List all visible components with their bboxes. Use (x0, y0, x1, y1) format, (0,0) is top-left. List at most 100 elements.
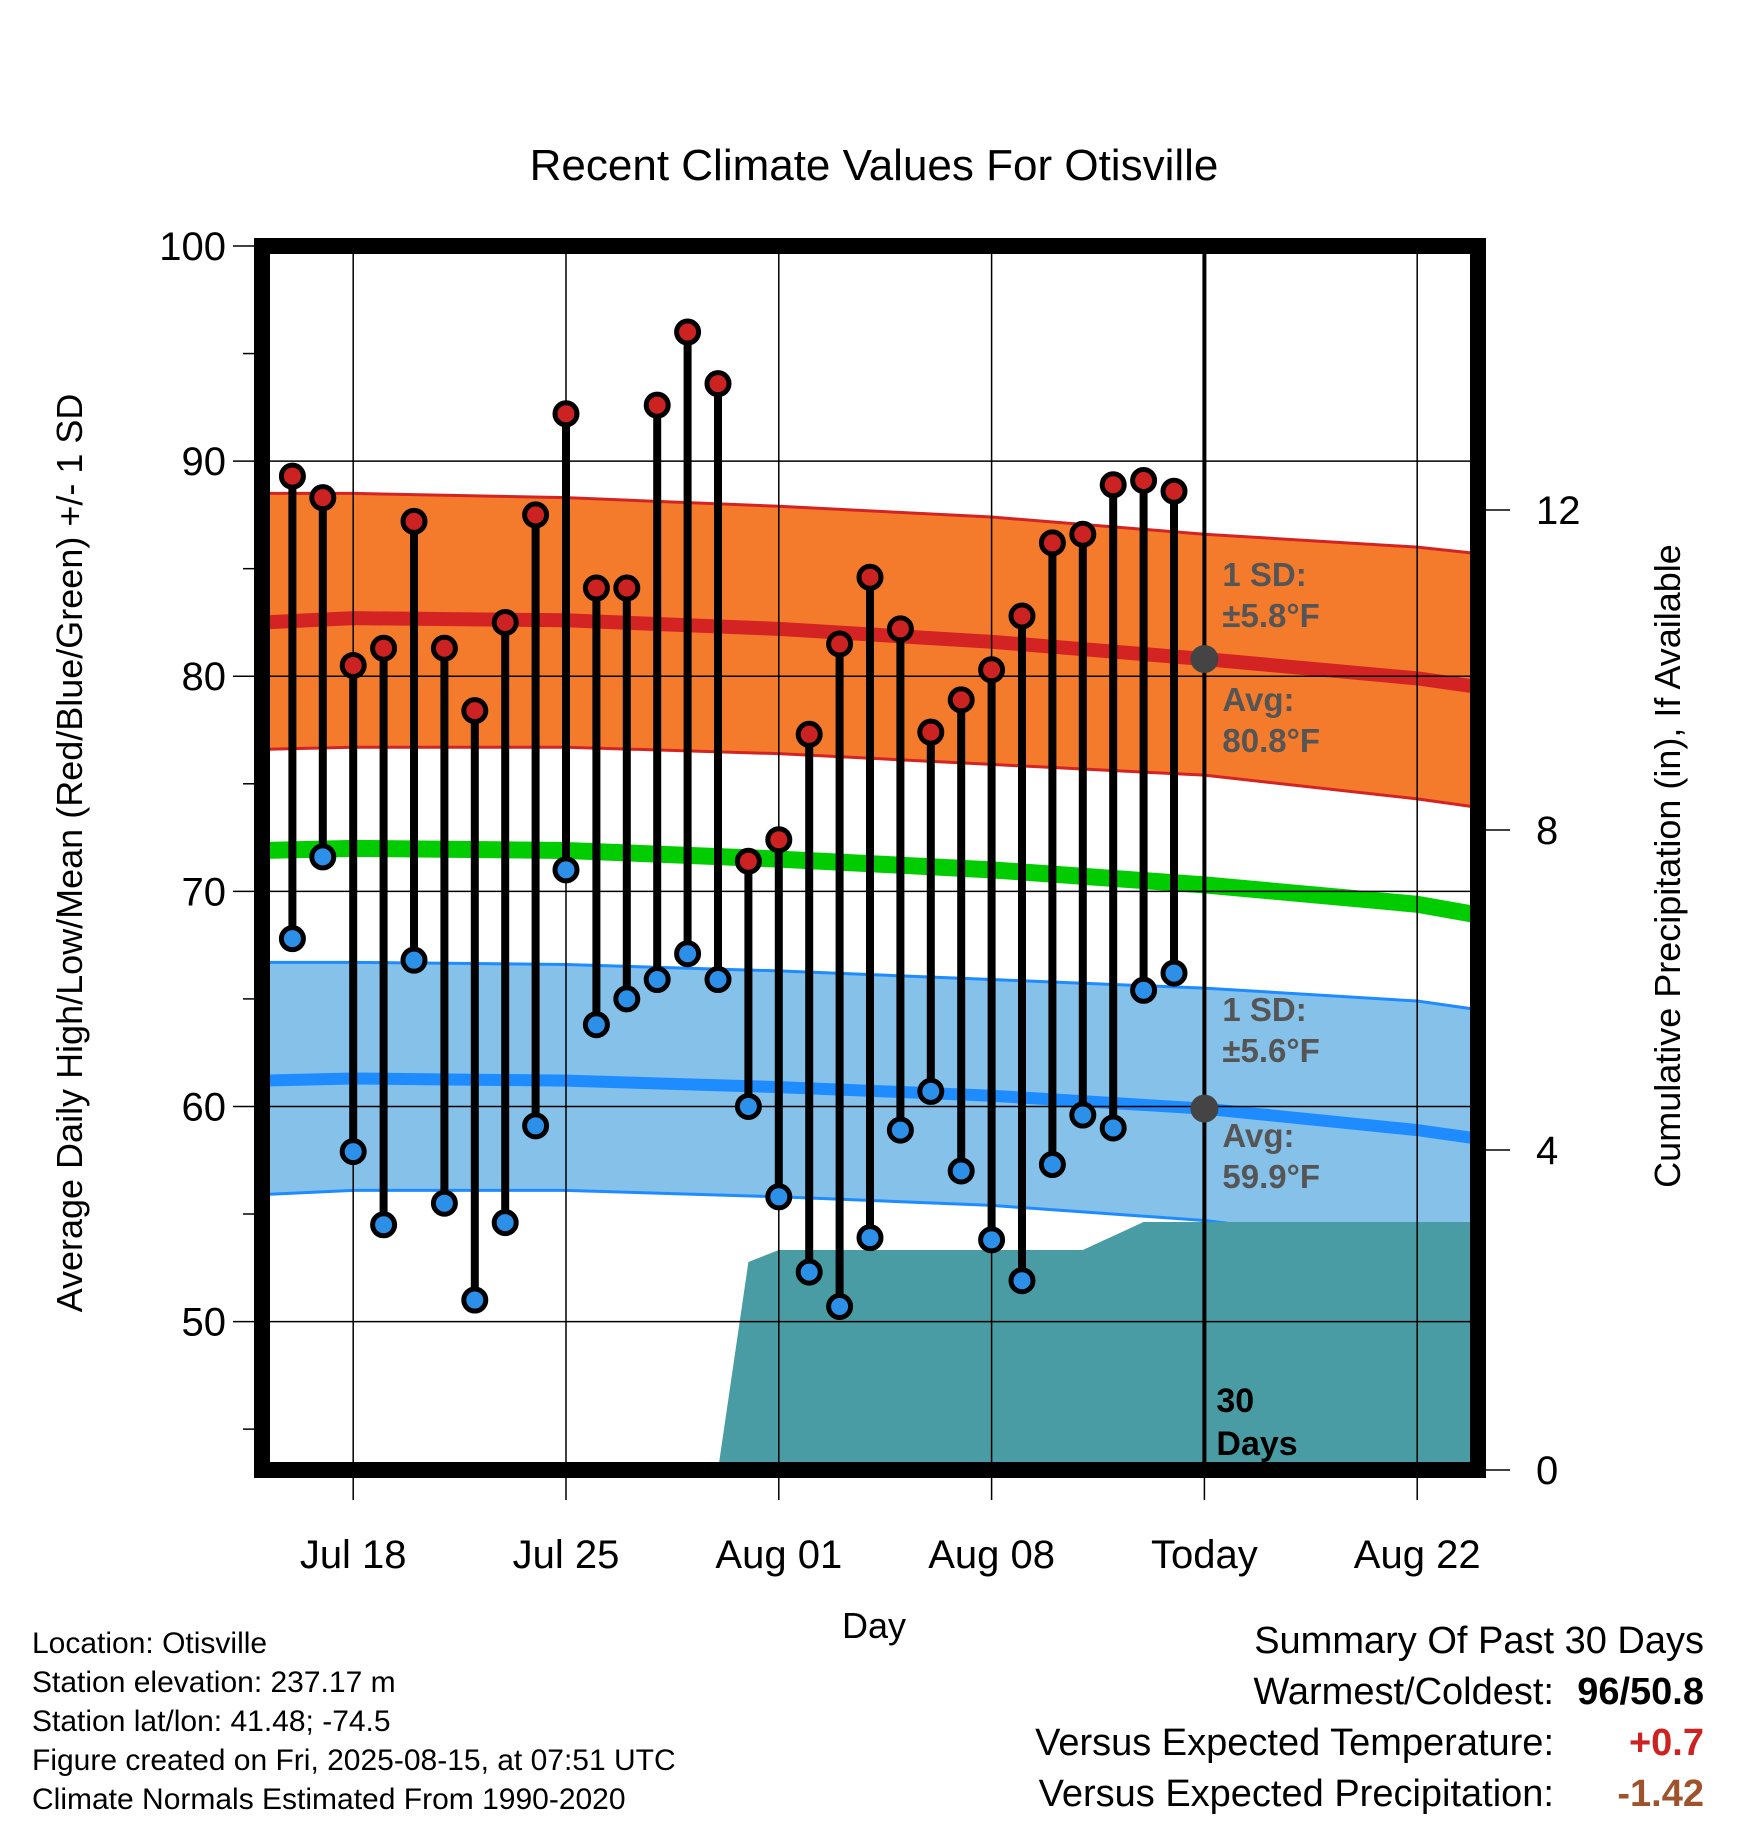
daily-low-point (734, 1092, 762, 1120)
daily-high-point (674, 318, 702, 346)
daily-high-point (1069, 520, 1097, 548)
daily-low-point (886, 1116, 914, 1144)
y-axis-label-right: Cumulative Precipitation (in), If Availa… (1647, 544, 1688, 1188)
normals-text: Climate Normals Estimated From 1990-2020 (32, 1783, 626, 1816)
warmest-label: Warmest/Coldest: (1253, 1671, 1554, 1713)
x-tick-label: Today (1151, 1533, 1258, 1577)
created-text: Figure created on Fri, 2025-08-15, at 07… (32, 1744, 676, 1777)
x-tick-label: Jul 18 (300, 1533, 407, 1577)
daily-low-point (1099, 1114, 1127, 1142)
daily-low-point (947, 1157, 975, 1185)
daily-high-point (582, 574, 610, 602)
precip-value: -1.42 (1617, 1773, 1704, 1815)
daily-high-point (370, 634, 398, 662)
daily-high-point (461, 697, 489, 725)
daily-low-point (765, 1183, 793, 1211)
daily-high-point (522, 501, 550, 529)
x-tick-label: Aug 08 (928, 1533, 1055, 1577)
y-tick-label-right: 0 (1536, 1449, 1558, 1493)
daily-low-point (674, 940, 702, 968)
high-sd-lower-line (262, 745, 1478, 809)
daily-high-point (491, 608, 519, 636)
precip-label: Versus Expected Precipitation: (1038, 1773, 1554, 1815)
x-tick-label: Aug 01 (715, 1533, 842, 1577)
daily-high-point (339, 651, 367, 679)
daily-low-point (1069, 1101, 1097, 1129)
y-tick-label-left: 70 (182, 870, 227, 914)
y-tick-label-left: 100 (159, 225, 226, 269)
daily-low-point (461, 1286, 489, 1314)
daily-low-point (826, 1293, 854, 1321)
high-sd-value: ±5.8°F (1222, 597, 1319, 634)
low-sd-upper-line (262, 960, 1478, 1012)
daily-low-point (430, 1189, 458, 1217)
daily-high-point (643, 391, 671, 419)
daily-low-point (552, 856, 580, 884)
temp-label: Versus Expected Temperature: (1035, 1722, 1554, 1764)
station-info: Location: Otisville Station elevation: 2… (32, 1624, 676, 1819)
avg-mean-line (262, 839, 1478, 924)
y-tick-label-left: 90 (182, 440, 227, 484)
low-sd-value: ±5.6°F (1222, 1032, 1319, 1069)
daily-high-point (552, 400, 580, 428)
daily-low-point (370, 1211, 398, 1239)
daily-high-point (886, 615, 914, 643)
coldest-value: 50.8 (1630, 1671, 1704, 1713)
daily-low-point (978, 1226, 1006, 1254)
summary-precip-row: Versus Expected Precipitation: -1.42 (1035, 1769, 1704, 1820)
daily-low-point (278, 925, 306, 953)
low-sd-label: 1 SD: (1222, 991, 1306, 1028)
daily-low-point (522, 1112, 550, 1140)
summary-temp-row: Versus Expected Temperature: +0.7 (1035, 1718, 1704, 1769)
summary-panel: Summary Of Past 30 Days Warmest/Coldest:… (1035, 1616, 1704, 1820)
daily-high-point (400, 507, 428, 535)
daily-high-point (765, 826, 793, 854)
daily-low-point (491, 1209, 519, 1237)
cumulative-precip-area (718, 1222, 1478, 1470)
y-tick-label-right: 8 (1536, 809, 1558, 853)
location-text: Location: Otisville (32, 1627, 268, 1660)
daily-high-point (1160, 477, 1188, 505)
summary-heading: Summary Of Past 30 Days (1254, 1620, 1704, 1662)
x-tick-label: Aug 22 (1354, 1533, 1481, 1577)
y-axis-label-left: Average Daily High/Low/Mean (Red/Blue/Gr… (49, 394, 90, 1313)
daily-low-point (1160, 959, 1188, 987)
precip-days-number: 30 (1216, 1382, 1254, 1420)
latlon-text: Station lat/lon: 41.48; -74.5 (32, 1705, 391, 1738)
temp-value: +0.7 (1628, 1722, 1704, 1764)
daily-high-point (795, 720, 823, 748)
y-tick-label-left: 80 (182, 655, 227, 699)
daily-low-point (643, 966, 671, 994)
daily-low-point (856, 1224, 884, 1252)
daily-high-point (734, 847, 762, 875)
x-axis-label: Day (842, 1605, 906, 1646)
daily-high-point (978, 656, 1006, 684)
daily-low-point (339, 1138, 367, 1166)
daily-high-point (826, 630, 854, 658)
precip-days-word: Days (1216, 1425, 1297, 1463)
warmest-value: 96 (1577, 1671, 1620, 1713)
daily-high-point (1099, 471, 1127, 499)
today-avg-low-marker (1190, 1094, 1219, 1123)
high-avg-label: Avg: (1222, 681, 1294, 718)
daily-low-point (582, 1011, 610, 1039)
avg-low-line (262, 1072, 1478, 1145)
plot-area (262, 246, 1478, 1470)
daily-low-point (704, 966, 732, 994)
high-sd-upper-line (262, 491, 1478, 556)
y-tick-label-right: 4 (1536, 1129, 1558, 1173)
daily-low-point (917, 1077, 945, 1105)
daily-high-point (917, 718, 945, 746)
daily-high-point (1038, 529, 1066, 557)
daily-low-point (400, 946, 428, 974)
today-avg-high-marker (1190, 645, 1219, 674)
low-avg-value: 59.9°F (1222, 1158, 1320, 1195)
plot-frame (254, 238, 1486, 1478)
daily-high-point (1130, 466, 1158, 494)
daily-high-point (856, 563, 884, 591)
daily-high-point (947, 686, 975, 714)
daily-low-point (795, 1258, 823, 1286)
daily-low-point (1130, 976, 1158, 1004)
daily-low-point (1008, 1267, 1036, 1295)
